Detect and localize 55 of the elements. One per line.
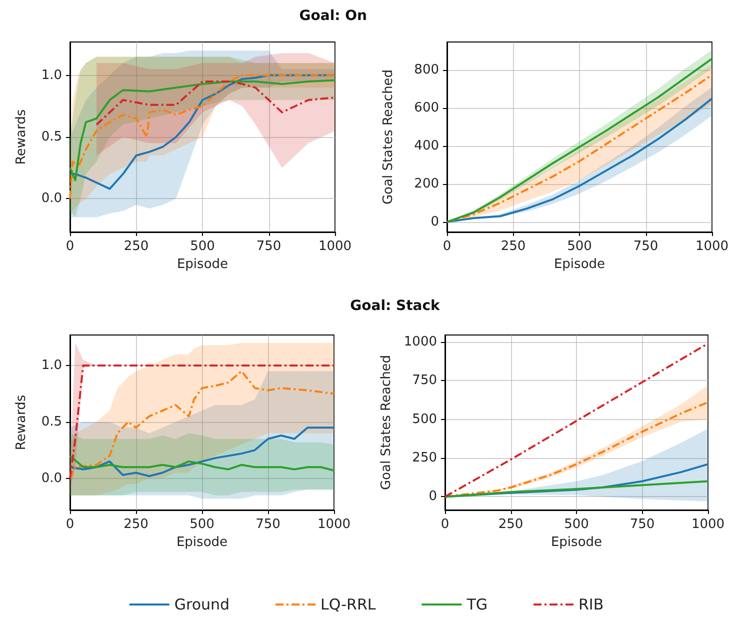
x-axis-title: Episode (176, 534, 228, 550)
legend-label: TG (466, 596, 488, 614)
x-tick-label: 500 (564, 517, 589, 532)
x-axis-title: Episode (554, 256, 606, 272)
line-series (69, 454, 335, 472)
x-tick-label: 750 (256, 517, 280, 532)
y-axis-title: Rewards (14, 109, 29, 165)
x-tick-label: 250 (498, 517, 524, 532)
x-tick-label: 500 (190, 517, 214, 532)
y-tick-label: 400 (414, 138, 439, 154)
y-tick-label: 0 (428, 489, 437, 504)
line-series (444, 342, 709, 498)
y-tick-label: 600 (414, 100, 439, 116)
line-series (444, 480, 709, 498)
y-tick-label: 0.0 (41, 470, 62, 486)
y-tick-label: 1.0 (41, 68, 62, 83)
legend-label: RIB (578, 596, 604, 614)
y-tick-label: 1000 (404, 334, 437, 350)
x-axis-title: Episode (550, 534, 602, 550)
y-tick-label: 800 (414, 62, 439, 78)
y-tick-label: 250 (412, 450, 437, 466)
x-tick-label: 250 (500, 239, 526, 254)
x-tick-label: 1000 (691, 517, 725, 532)
x-tick-label: 750 (256, 239, 282, 254)
line-series (96, 80, 336, 126)
chart-title: Goal: On (299, 8, 367, 24)
x-tick-label: 0 (66, 517, 74, 532)
legend-label: Ground (174, 596, 230, 614)
x-tick-label: 1000 (318, 239, 352, 254)
x-tick-label: 500 (190, 239, 215, 254)
y-tick-label: 0.0 (41, 191, 62, 206)
text: Goal: Stack (350, 298, 441, 314)
y-axis-title: Goal States Reached (381, 69, 396, 205)
y-tick-label: 0.5 (41, 130, 62, 144)
x-tick-label: 250 (124, 517, 148, 532)
y-axis-title: Goal States Reached (379, 354, 394, 490)
y-tick-label: 0 (430, 214, 439, 230)
x-tick-label: 1000 (317, 517, 351, 532)
y-tick-label: 200 (414, 176, 439, 192)
x-tick-label: 750 (630, 517, 655, 532)
x-axis-title: Episode (176, 256, 228, 272)
y-axis-title: Rewards (14, 394, 29, 450)
x-tick-label: 1000 (695, 239, 729, 254)
y-tick-label: 0.5 (41, 414, 62, 430)
x-tick-label: 0 (442, 239, 452, 254)
x-tick-label: 750 (633, 239, 658, 254)
legend-label: LQ-RRL (320, 596, 376, 614)
y-tick-label: 750 (412, 373, 437, 388)
y-tick-label: 500 (412, 412, 437, 427)
x-tick-label: 0 (440, 517, 450, 532)
x-tick-label: 0 (66, 239, 74, 254)
x-tick-label: 500 (567, 239, 592, 254)
y-tick-label: 1.0 (41, 358, 62, 373)
line-series (69, 426, 335, 478)
x-tick-label: 250 (124, 239, 149, 254)
